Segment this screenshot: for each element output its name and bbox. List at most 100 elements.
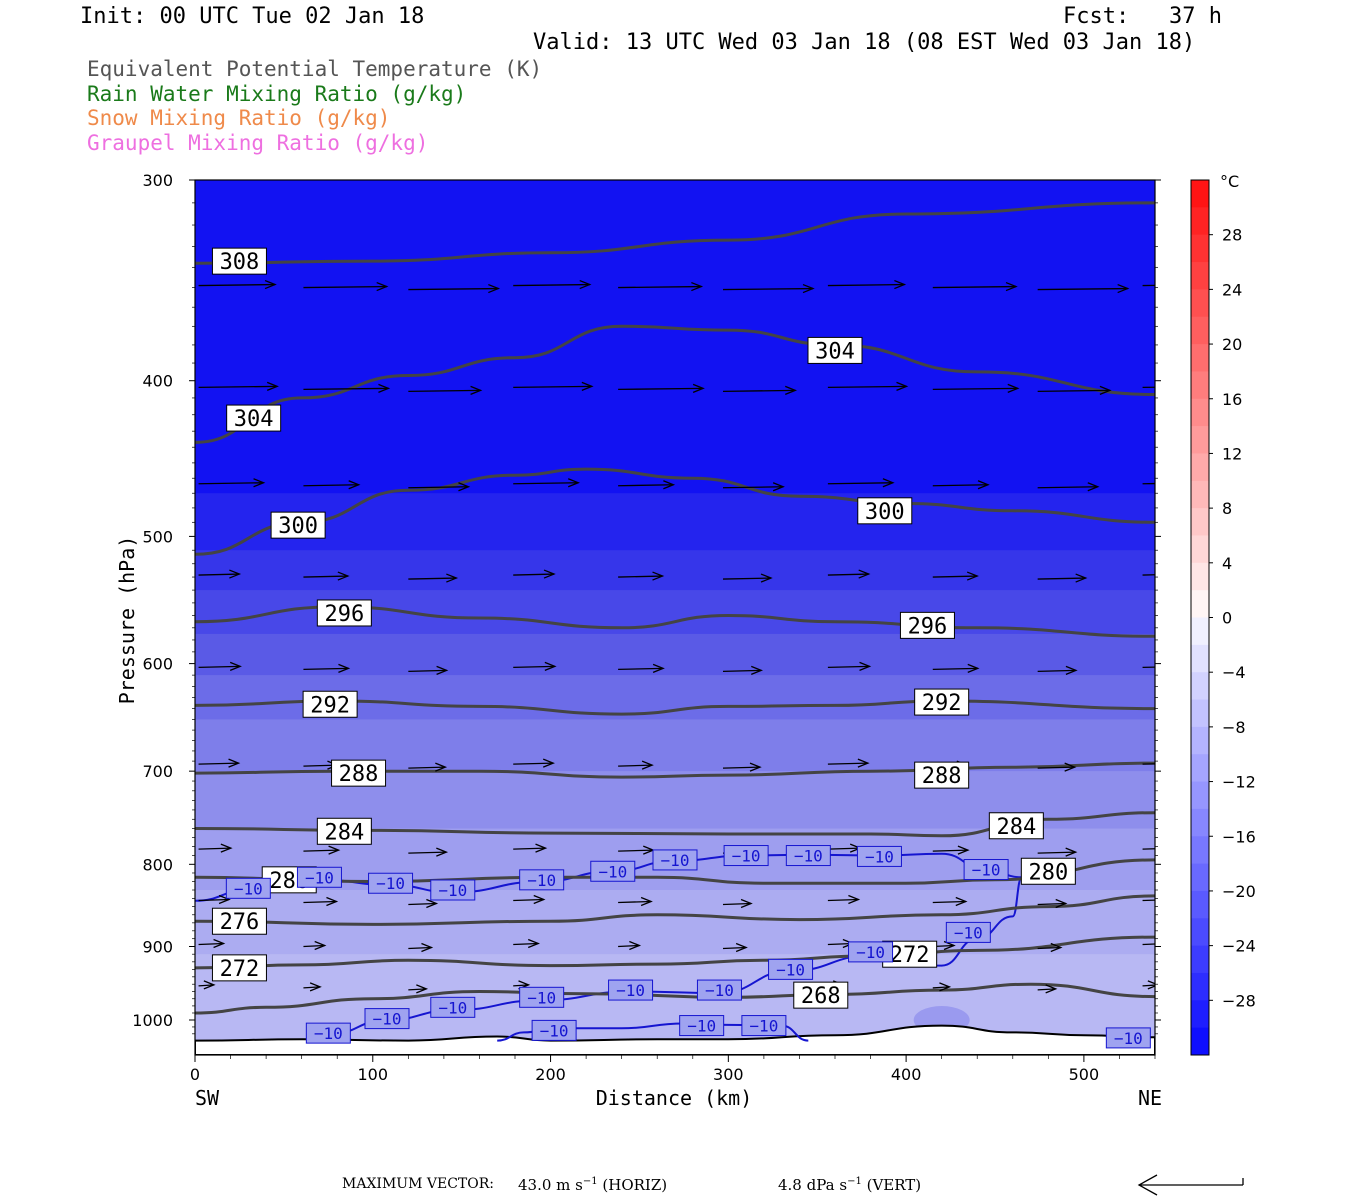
x-tick-label: 300 bbox=[713, 1065, 744, 1084]
colorbar-label: 8 bbox=[1222, 499, 1232, 518]
wind-vector bbox=[1142, 482, 1155, 485]
wind-vector bbox=[303, 383, 391, 393]
colorbar-label: 28 bbox=[1222, 226, 1242, 245]
wind-vector bbox=[303, 982, 322, 992]
wind-vector bbox=[932, 383, 1020, 393]
contour-labels: 308 304 304 300 300 296 296 292 292 288 288 284 284 2… bbox=[211, 247, 1151, 1049]
wind-vector bbox=[932, 281, 1018, 292]
wind-vector bbox=[722, 385, 798, 395]
svg-text:300: 300 bbox=[278, 514, 318, 539]
wind-vector bbox=[198, 279, 277, 290]
wind-vector bbox=[513, 758, 555, 768]
colorbar-label: −24 bbox=[1222, 937, 1256, 956]
svg-text:296: 296 bbox=[908, 614, 948, 639]
svg-text:−10: −10 bbox=[856, 943, 885, 962]
wind-vector bbox=[1142, 980, 1155, 990]
wind-vector bbox=[722, 665, 764, 675]
wind-vector bbox=[1037, 984, 1058, 994]
wind-vector bbox=[198, 980, 216, 990]
colorbar-label: −8 bbox=[1222, 718, 1246, 737]
svg-text:284: 284 bbox=[996, 815, 1036, 840]
svg-text:−10: −10 bbox=[527, 871, 556, 890]
wind-vector bbox=[722, 898, 753, 909]
wind-vector bbox=[932, 896, 968, 907]
colorbar-segment bbox=[1191, 289, 1209, 318]
svg-text:288: 288 bbox=[922, 764, 962, 789]
colorbar-segment bbox=[1191, 699, 1209, 728]
colorbar-segment bbox=[1191, 371, 1209, 400]
svg-text:304: 304 bbox=[234, 407, 274, 432]
wind-vector bbox=[827, 894, 861, 905]
svg-text:−10: −10 bbox=[705, 981, 734, 1000]
colorbar-label: 12 bbox=[1222, 444, 1242, 463]
wind-vector bbox=[513, 569, 556, 579]
colorbar-segment bbox=[1191, 1027, 1209, 1056]
colorbar-segment bbox=[1191, 644, 1209, 673]
colorbar-segment bbox=[1191, 535, 1209, 564]
svg-text:−10: −10 bbox=[687, 1017, 716, 1036]
wind-vector bbox=[932, 845, 970, 855]
theta-e-label-296: 296 bbox=[316, 599, 372, 627]
wind-vector bbox=[618, 281, 704, 292]
colorbar-segment bbox=[1191, 918, 1209, 947]
wind-vector bbox=[827, 279, 907, 290]
wind-vector bbox=[618, 896, 653, 907]
wind-vector bbox=[303, 940, 327, 951]
svg-text:−10: −10 bbox=[540, 1021, 569, 1040]
wind-vector bbox=[1037, 942, 1063, 953]
svg-text:−10: −10 bbox=[598, 862, 627, 881]
sw-label: SW bbox=[195, 1086, 220, 1110]
wind-vector bbox=[932, 480, 990, 490]
theta-e-label-288: 288 bbox=[914, 761, 970, 789]
temperature-label-minus10: −10 bbox=[679, 1015, 725, 1037]
colorbar-label: 16 bbox=[1222, 390, 1242, 409]
theta-e-label-280: 280 bbox=[1020, 857, 1076, 885]
wind-vector bbox=[722, 482, 785, 492]
legend-theta-e: Equivalent Potential Temperature (K) bbox=[87, 57, 543, 81]
wind-vector bbox=[408, 762, 448, 772]
theta-e-label-292: 292 bbox=[302, 690, 358, 718]
wind-vector bbox=[198, 569, 242, 579]
y-axis-label: Pressure (hPa) bbox=[115, 536, 139, 705]
theta-e-label-304: 304 bbox=[226, 404, 282, 432]
colorbar-segment bbox=[1191, 316, 1209, 345]
svg-text:292: 292 bbox=[922, 691, 962, 716]
footer-vert: 4.8 dPa s−1 (VERT) bbox=[778, 1176, 922, 1194]
colorbar-segment bbox=[1191, 562, 1209, 591]
wind-vector bbox=[513, 843, 548, 853]
wind-vector bbox=[1037, 898, 1068, 909]
temperature-label-minus10: −10 bbox=[364, 1008, 410, 1030]
wind-vector bbox=[618, 940, 642, 951]
wind-vector bbox=[618, 760, 654, 770]
theta-e-label-276: 276 bbox=[211, 907, 267, 935]
wind-vector bbox=[408, 573, 459, 583]
y-tick-label: 500 bbox=[142, 527, 173, 546]
colorbar-segment bbox=[1191, 207, 1209, 236]
svg-text:−10: −10 bbox=[314, 1024, 343, 1043]
x-tick-label: 400 bbox=[891, 1065, 922, 1084]
theta-e-label-292: 292 bbox=[914, 688, 970, 716]
wind-vector bbox=[1037, 847, 1078, 857]
colorbar-label: 4 bbox=[1222, 554, 1232, 573]
wind-vector bbox=[1142, 848, 1155, 850]
theta-e-label-272: 272 bbox=[211, 954, 267, 982]
theta-e-300-line bbox=[195, 467, 1155, 556]
wind-vector bbox=[408, 898, 439, 909]
ne-label: NE bbox=[1138, 1086, 1162, 1110]
svg-text:−10: −10 bbox=[732, 847, 761, 866]
colorbar-segment bbox=[1191, 480, 1209, 509]
theta-e-label-268: 268 bbox=[793, 981, 849, 1009]
wind-vector bbox=[198, 758, 241, 768]
wind-vector bbox=[1037, 283, 1130, 294]
theta-e-268-line bbox=[195, 982, 1155, 1015]
colorbar-segment bbox=[1191, 426, 1209, 454]
wind-vectors bbox=[198, 279, 1155, 994]
temperature-label-minus10: −10 bbox=[848, 941, 894, 963]
colorbar: °C 28 24 20 16 12 8 4 0 −4 −8 −12 −16 −20 −24 −28 bbox=[1190, 172, 1256, 1056]
colorbar-segment bbox=[1191, 262, 1209, 290]
wind-vector bbox=[1037, 482, 1100, 492]
temperature-label-minus10: −10 bbox=[368, 872, 414, 894]
svg-text:−10: −10 bbox=[438, 881, 467, 900]
wind-vector bbox=[1142, 943, 1155, 946]
temperature-label-minus10: −10 bbox=[652, 849, 698, 871]
